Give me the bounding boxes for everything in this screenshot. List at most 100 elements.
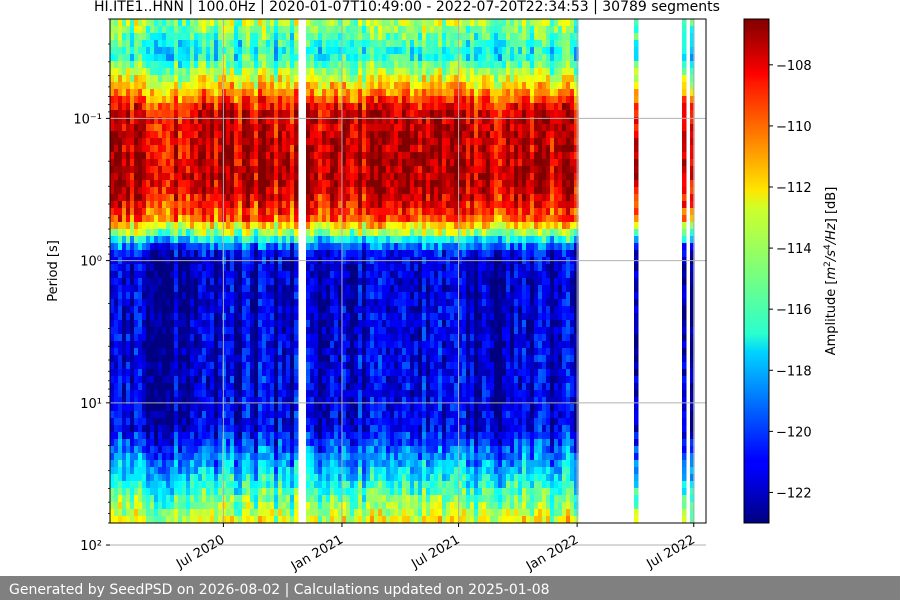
heatmap-column [306,19,311,524]
x-tick-label: Jan 2022 [523,532,581,574]
colorbar-tick-label: −120 [776,425,812,440]
heatmap-column [190,19,195,524]
heatmap-column [214,19,219,524]
heatmap-column [466,19,471,524]
heatmap-column [490,19,495,524]
heatmap-column [482,19,487,524]
heatmap-column [486,19,491,524]
heatmap-column [454,19,459,524]
heatmap-column [478,19,483,524]
heatmap-column [266,19,271,524]
y-tick-label: 10⁰ [80,255,102,270]
heatmap-column [274,19,279,524]
heatmap-column [290,19,295,524]
heatmap-column [178,19,183,524]
heatmap-column [442,19,447,524]
heatmap-column [374,19,379,524]
footer-text: Generated by SeedPSD on 2026-08-02 | Cal… [9,582,550,598]
heatmap-column [418,19,423,524]
heatmap-column [110,19,115,524]
heatmap-column [390,19,395,524]
colorbar: −108 −110 −112 −114 −116 −118 −120 −122 Amplitu… [743,18,839,524]
heatmap-column [158,19,163,524]
heatmap-column [346,19,351,524]
heatmap-column [406,19,411,524]
y-tick-label: 10² [80,539,102,554]
heatmap-column [350,19,355,524]
chart-title: HI.ITE1..HNN | 100.0Hz | 2020-01-07T10:4… [94,0,720,15]
colorbar-tick-label: −114 [776,242,812,257]
grid-lines [110,19,706,546]
heatmap-column [446,19,451,524]
heatmap-column [474,19,479,524]
colorbar-gradient [743,18,770,524]
heatmap-column [174,19,179,524]
heatmap-column [450,19,455,524]
spectrogram-axes: 10⁻¹ 10⁰ 10¹ 10² Jul 2020 Jan 2021 Jul 2021 Ja… [46,18,707,575]
x-tick-label: Jan 2021 [288,532,346,574]
colorbar-tick-label: −116 [776,303,812,318]
heatmap-column [414,19,419,524]
heatmap-column [502,19,507,524]
heatmap-column [138,19,143,524]
heatmap-column [546,19,551,524]
heatmap-column [286,19,291,524]
heatmap-column [254,19,259,524]
heatmap-column [210,19,215,524]
heatmap-column [114,19,119,524]
heatmap-column [358,19,363,524]
x-tick-label: Jul 2020 [173,532,227,572]
heatmap-column [422,19,427,524]
heatmap-column [318,19,323,524]
heatmap-column [562,19,567,524]
y-tick-label: 10⁻¹ [73,112,102,127]
heatmap-column [554,19,559,524]
colorbar-tick-label: −118 [776,364,812,379]
heatmap-column [226,19,231,524]
heatmap-column [682,19,687,524]
x-axis-ticks: Jul 2020 Jan 2021 Jul 2021 Jan 2022 Jul 2022 [173,523,698,575]
heatmap-column [366,19,371,524]
heatmap-column [278,19,283,524]
x-tick-label: Jul 2021 [408,532,462,572]
heatmap-column [134,19,139,524]
heatmap-column [522,19,527,524]
y-tick-label: 10¹ [80,397,102,412]
heatmap-column [386,19,391,524]
heatmap-column [550,19,555,524]
heatmap-column [370,19,375,524]
heatmap-column [426,19,431,524]
heatmap-column [690,19,695,524]
heatmap-column [394,19,399,524]
heatmap-column [250,19,255,524]
heatmap-column [246,19,251,524]
heatmap-column [142,19,147,524]
colorbar-tick-label: −122 [776,486,812,501]
heatmap-column [182,19,187,524]
heatmap-column [506,19,511,524]
heatmap-column [258,19,263,524]
heatmap-column [526,19,531,524]
heatmap-column [566,19,571,524]
heatmap-column [574,19,579,524]
heatmap-column [342,19,347,524]
heatmap-column [222,19,227,524]
heatmap-column [322,19,327,524]
heatmap-column [262,19,267,524]
y-axis-label: Period [s] [46,240,61,302]
heatmap-column [494,19,499,524]
heatmap-column [354,19,359,524]
heatmap-column [558,19,563,524]
heatmap-column [434,19,439,524]
heatmap-column [538,19,543,524]
heatmap-column [330,19,335,524]
heatmap-column [166,19,171,524]
heatmap-column [410,19,415,524]
heatmap-column [530,19,535,524]
heatmap-column [438,19,443,524]
heatmap-column [242,19,247,524]
heatmap-column [234,19,239,524]
heatmap-column [378,19,383,524]
heatmap-column [534,19,539,524]
